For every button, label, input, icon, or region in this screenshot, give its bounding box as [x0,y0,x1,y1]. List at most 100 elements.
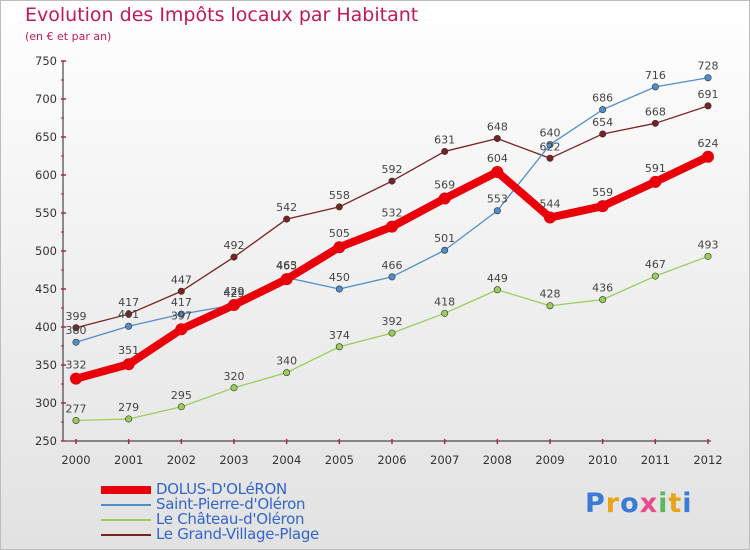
data-label: 728 [698,60,719,73]
logo-letter: o [620,488,640,519]
logo-letter: r [605,488,621,519]
y-tick-label: 450 [35,282,57,296]
data-point [230,253,238,261]
data-label: 493 [698,238,719,251]
logo-letter: P [585,488,606,519]
data-point [599,296,607,304]
x-tick-label: 2003 [219,453,248,467]
data-label: 501 [434,232,455,245]
data-label: 648 [487,121,508,134]
data-point [70,372,82,385]
data-point [544,211,556,224]
data-point [546,154,554,162]
data-point [125,310,133,318]
data-point [441,147,449,155]
data-label: 492 [224,239,245,252]
data-label: 532 [382,207,403,220]
x-tick-label: 2000 [61,453,90,467]
y-tick-label: 600 [35,168,57,182]
data-label: 418 [434,295,455,308]
data-point [386,220,398,233]
data-point [283,369,291,377]
data-label: 429 [224,287,245,300]
data-label: 374 [329,329,350,342]
data-point [283,215,291,223]
data-point [546,302,554,310]
data-point [230,384,238,392]
data-point [388,177,396,185]
data-label: 295 [171,389,192,402]
data-label: 668 [645,105,666,118]
data-label: 428 [540,288,561,301]
data-label: 558 [329,189,350,202]
data-label: 716 [645,69,666,82]
data-point [177,403,185,411]
data-point [72,416,80,424]
logo-letter: i [682,488,693,519]
data-point [335,343,343,351]
data-label: 686 [592,92,613,105]
chart-subtitle: (en € et par an) [25,30,112,43]
data-label: 624 [698,137,719,150]
legend-label: Le Grand-Village-Plage [156,525,319,543]
y-tick-label: 300 [35,396,57,410]
data-point [72,324,80,332]
data-label: 559 [592,186,613,199]
data-point [335,285,343,293]
x-tick-label: 2008 [483,453,512,467]
data-label: 463 [276,259,297,272]
data-point [388,329,396,337]
data-label: 436 [592,282,613,295]
data-point [651,83,659,91]
y-tick-label: 250 [35,434,57,448]
data-label: 654 [592,116,613,129]
data-point [280,273,293,286]
y-tick-label: 500 [35,244,57,258]
y-tick-label: 350 [35,358,57,372]
data-label: 417 [118,296,139,309]
data-label: 320 [224,370,245,383]
y-tick-label: 550 [35,206,57,220]
data-label: 380 [66,324,87,337]
x-tick-label: 2007 [430,453,459,467]
data-label: 417 [171,296,192,309]
data-point [704,252,712,260]
data-label: 465 [276,260,297,273]
data-label: 544 [540,198,561,211]
data-point [546,141,554,149]
x-tick-label: 2012 [693,453,722,467]
data-label: 392 [382,315,403,328]
x-tick-label: 2001 [114,453,143,467]
data-label: 399 [66,310,87,323]
y-tick-label: 700 [35,92,57,106]
data-label: 542 [276,201,297,214]
data-point [493,207,501,215]
data-point [438,192,451,205]
data-point [441,309,449,317]
data-label: 397 [171,309,192,322]
x-tick-label: 2006 [377,453,406,467]
chart-title: Evolution des Impôts locaux par Habitant [25,4,419,26]
data-point [228,298,240,311]
x-tick-label: 2010 [588,453,617,467]
data-label: 622 [540,140,561,153]
data-point [704,74,712,82]
data-label: 277 [66,402,87,415]
data-point [702,150,714,163]
legend-swatch [101,519,151,521]
data-label: 279 [118,401,139,414]
data-point [651,272,659,280]
x-tick-label: 2002 [167,453,196,467]
data-label: 450 [329,271,350,284]
data-label: 447 [171,273,192,286]
proxiti-logo: Proxiti [585,488,693,519]
legend-swatch [101,534,151,536]
data-point [649,175,662,188]
data-point [704,102,712,110]
data-label: 553 [487,193,508,206]
data-point [125,322,133,330]
data-label: 332 [66,359,87,372]
data-point [335,203,343,211]
data-label: 569 [434,179,455,192]
